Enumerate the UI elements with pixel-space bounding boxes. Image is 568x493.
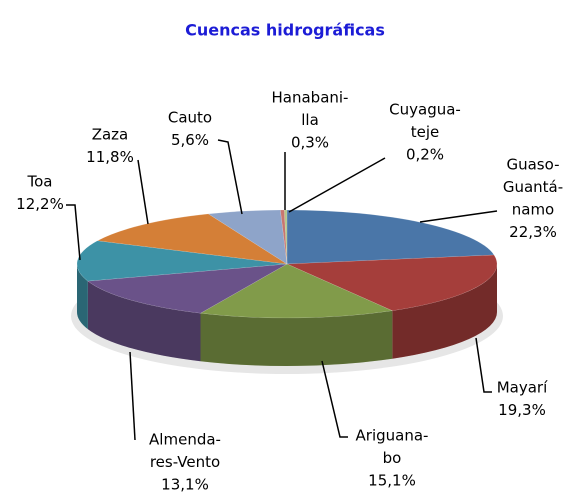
slice-label: Guantá- — [503, 178, 563, 196]
slice-side-shade — [77, 264, 88, 330]
slice-side-shade — [200, 310, 393, 366]
leader-line — [321, 360, 348, 438]
slice-label: Cauto — [168, 109, 212, 127]
slice-side — [392, 264, 497, 359]
leader-line — [137, 159, 149, 225]
slice — [199, 263, 394, 319]
slice-label: Hanabani- — [272, 89, 349, 107]
slice — [284, 209, 288, 265]
slice-side-shade — [87, 281, 201, 362]
slice-side — [87, 281, 201, 362]
slice — [286, 209, 495, 265]
slice-label: teje — [411, 123, 440, 141]
slice-label: lla — [301, 111, 319, 129]
value-label: 0,2% — [406, 146, 444, 164]
slice-label: namo — [512, 201, 555, 219]
value-label: 13,1% — [161, 476, 209, 493]
leader-line — [475, 337, 492, 393]
value-label: 15,1% — [368, 472, 416, 490]
slice-label: Ariguana- — [356, 427, 429, 445]
value-label: 12,2% — [16, 195, 64, 213]
slice-label: Guaso- — [506, 156, 559, 174]
slice — [87, 263, 288, 314]
slice-side-shade — [392, 264, 497, 359]
leader-line — [217, 139, 243, 215]
slice-label: Mayarí — [497, 379, 548, 397]
slice-side — [200, 310, 393, 366]
slice-label: bo — [383, 449, 402, 467]
leader-line — [129, 351, 136, 441]
slice — [286, 254, 498, 311]
slice-label: Cuyagua- — [389, 101, 461, 119]
slice-label: Toa — [27, 173, 53, 191]
slice — [280, 209, 288, 265]
slice-side — [77, 264, 88, 330]
slice-label: Almenda- — [149, 431, 221, 449]
slice-label: Zaza — [92, 126, 129, 144]
chart-title: Cuencas hidrográficas — [185, 21, 385, 40]
value-label: 19,3% — [498, 401, 546, 419]
slice-label: res-Vento — [150, 453, 220, 471]
leader-line — [66, 204, 81, 261]
value-label: 0,3% — [291, 134, 329, 152]
value-label: 5,6% — [171, 131, 209, 149]
slice — [96, 213, 288, 265]
value-label: 11,8% — [86, 148, 134, 166]
leader-line — [419, 210, 498, 223]
leader-line — [288, 157, 386, 213]
slice — [76, 240, 288, 282]
value-label: 22,3% — [509, 223, 557, 241]
slice — [207, 209, 288, 265]
